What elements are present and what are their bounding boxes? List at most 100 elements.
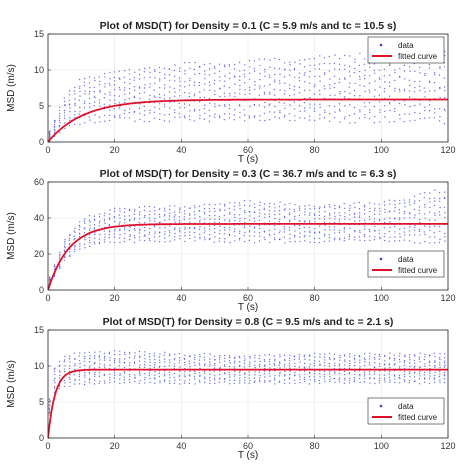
- data-point: [109, 84, 111, 86]
- data-point: [398, 209, 401, 211]
- data-point: [424, 353, 426, 356]
- data-point: [313, 241, 316, 243]
- data-point: [293, 67, 296, 70]
- data-point: [378, 203, 380, 206]
- data-point: [318, 360, 320, 362]
- data-point: [244, 120, 246, 122]
- data-point: [93, 383, 96, 385]
- data-point: [384, 204, 386, 206]
- data-point: [443, 206, 446, 209]
- data-point: [244, 379, 246, 381]
- data-point: [84, 372, 86, 374]
- data-point: [84, 222, 86, 224]
- data-point: [298, 227, 301, 230]
- x-tick-label: 80: [310, 145, 320, 155]
- data-point: [289, 63, 291, 66]
- data-point: [83, 220, 86, 222]
- data-point: [244, 114, 246, 116]
- data-point: [354, 61, 356, 63]
- data-point: [168, 68, 171, 70]
- data-point: [154, 370, 156, 373]
- data-point: [174, 91, 176, 93]
- data-point: [359, 381, 361, 384]
- data-point: [268, 381, 271, 383]
- data-point: [133, 110, 136, 113]
- data-point: [313, 119, 316, 122]
- data-point: [173, 376, 175, 379]
- data-point: [354, 220, 356, 222]
- data-point: [174, 221, 176, 223]
- data-point: [289, 61, 291, 63]
- data-point: [309, 212, 311, 214]
- data-point: [123, 237, 126, 239]
- data-point: [319, 103, 321, 106]
- data-point: [213, 224, 216, 227]
- data-point: [213, 370, 215, 372]
- data-point: [324, 381, 326, 383]
- data-point: [428, 117, 431, 119]
- data-point: [378, 358, 381, 360]
- data-point: [114, 353, 116, 356]
- data-point: [239, 79, 241, 81]
- data-point: [369, 382, 371, 384]
- data-point: [179, 383, 181, 385]
- data-point: [299, 378, 301, 381]
- data-point: [54, 377, 56, 379]
- data-point: [253, 67, 256, 70]
- data-point: [139, 97, 141, 99]
- data-point: [48, 411, 51, 413]
- data-point: [109, 99, 111, 101]
- data-point: [228, 117, 231, 119]
- data-point: [168, 365, 170, 367]
- data-point: [98, 76, 101, 78]
- data-point: [154, 364, 156, 366]
- data-point: [273, 364, 276, 366]
- data-point: [269, 367, 271, 369]
- data-point: [409, 366, 411, 368]
- data-point: [183, 107, 186, 109]
- data-point: [254, 206, 256, 209]
- data-point: [194, 214, 196, 216]
- data-point: [194, 217, 196, 219]
- data-point: [223, 119, 225, 121]
- data-point: [119, 78, 121, 80]
- data-point: [294, 362, 296, 365]
- data-point: [193, 120, 195, 122]
- data-point: [428, 364, 431, 366]
- data-point: [343, 54, 346, 57]
- data-point: [174, 227, 176, 229]
- data-point: [143, 209, 146, 212]
- data-point: [424, 117, 426, 119]
- data-point: [169, 240, 171, 242]
- data-point: [394, 217, 396, 220]
- data-point: [404, 113, 406, 115]
- data-point: [69, 90, 71, 92]
- data-point: [268, 229, 271, 232]
- data-point: [303, 74, 306, 76]
- data-point: [48, 401, 51, 403]
- data-point: [74, 368, 76, 371]
- data-point: [423, 87, 425, 89]
- data-point: [348, 367, 351, 369]
- data-point: [298, 214, 301, 217]
- data-point: [248, 377, 251, 379]
- data-point: [309, 64, 311, 67]
- data-point: [208, 208, 210, 210]
- data-point: [288, 214, 291, 216]
- data-point: [99, 105, 101, 108]
- data-point: [143, 216, 146, 218]
- data-point: [338, 212, 340, 214]
- data-point: [354, 229, 356, 232]
- data-point: [49, 405, 51, 407]
- data-point: [249, 200, 251, 202]
- data-point: [58, 115, 61, 117]
- data-point: [233, 205, 236, 207]
- data-point: [139, 103, 141, 105]
- data-point: [239, 70, 241, 72]
- data-point: [403, 364, 406, 366]
- data-point: [384, 360, 386, 362]
- data-point: [278, 213, 281, 215]
- data-point: [163, 354, 165, 356]
- data-point: [143, 354, 146, 356]
- data-point: [333, 117, 336, 119]
